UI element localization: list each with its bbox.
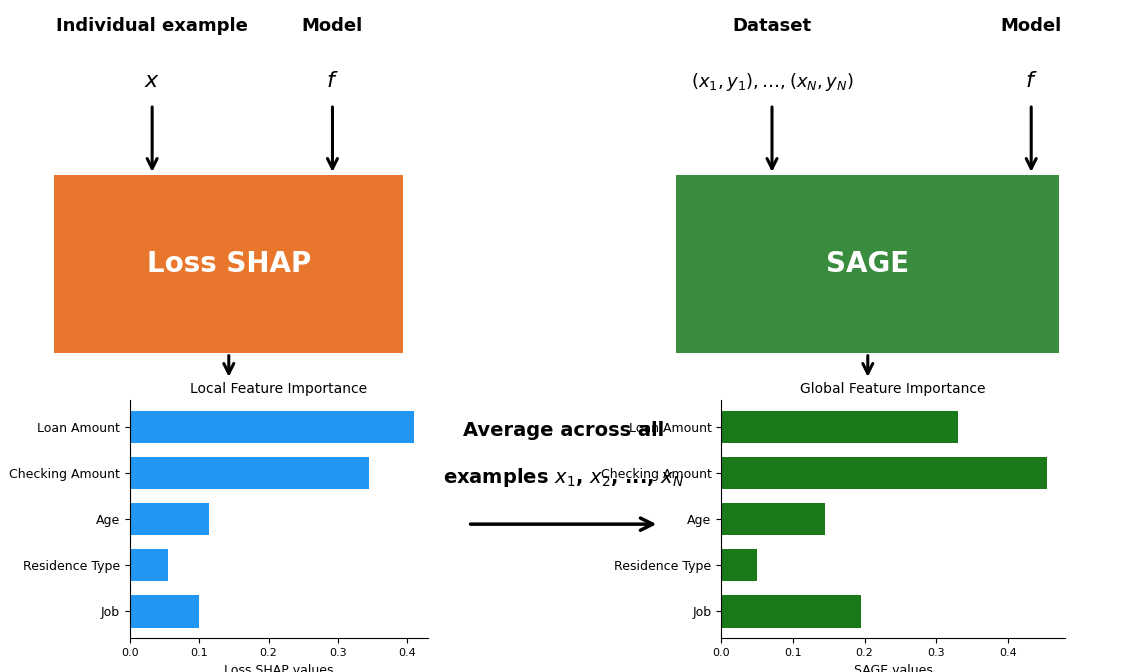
FancyBboxPatch shape: [54, 175, 403, 353]
Bar: [130, 595, 199, 628]
Bar: [130, 411, 415, 443]
Bar: [721, 411, 958, 443]
Text: $(x_1, y_1), \ldots, (x_N, y_N)$: $(x_1, y_1), \ldots, (x_N, y_N)$: [691, 71, 853, 93]
Text: Dataset: Dataset: [733, 17, 811, 35]
FancyBboxPatch shape: [676, 175, 1059, 353]
Bar: [130, 457, 370, 489]
Text: $\it{f}$: $\it{f}$: [1024, 71, 1038, 91]
Text: Individual example: Individual example: [56, 17, 248, 35]
Text: SAGE: SAGE: [826, 250, 909, 278]
Bar: [130, 503, 210, 536]
Text: $\it{f}$: $\it{f}$: [326, 71, 339, 91]
Bar: [721, 549, 757, 581]
Text: Model: Model: [302, 17, 363, 35]
Bar: [130, 549, 168, 581]
Text: examples $x_1$, $x_2$, ..., $x_N$: examples $x_1$, $x_2$, ..., $x_N$: [443, 466, 684, 489]
Title: Global Feature Importance: Global Feature Importance: [800, 382, 986, 396]
Text: Average across all: Average across all: [463, 421, 664, 439]
Text: Loss SHAP: Loss SHAP: [147, 250, 311, 278]
Title: Local Feature Importance: Local Feature Importance: [190, 382, 367, 396]
Text: $\it{x}$: $\it{x}$: [144, 71, 160, 91]
Bar: [721, 503, 825, 536]
Text: Model: Model: [1001, 17, 1062, 35]
Bar: [721, 457, 1047, 489]
Bar: [721, 595, 861, 628]
X-axis label: Loss SHAP values: Loss SHAP values: [224, 664, 334, 672]
X-axis label: SAGE values: SAGE values: [854, 664, 932, 672]
